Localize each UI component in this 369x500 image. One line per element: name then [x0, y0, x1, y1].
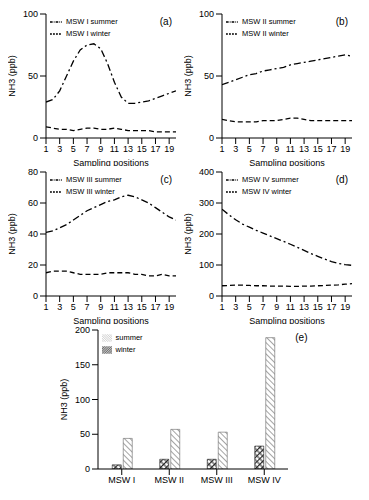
svg-text:40: 40	[28, 229, 38, 239]
svg-text:150: 150	[74, 360, 89, 370]
svg-text:11: 11	[286, 302, 295, 312]
svg-text:11: 11	[110, 144, 119, 154]
html-text:summer: summer	[115, 333, 143, 342]
svg-text:7: 7	[261, 302, 266, 312]
html-text:(e): (e)	[295, 332, 308, 343]
svg-text:1: 1	[219, 144, 224, 154]
svg-text:5: 5	[247, 302, 252, 312]
svg-text:1: 1	[43, 302, 48, 312]
svg-text:5: 5	[71, 302, 76, 312]
html-text:MSW III summer: MSW III summer	[66, 175, 122, 184]
html-text:MSW II winter: MSW II winter	[242, 29, 289, 38]
svg-text:100: 100	[74, 395, 89, 405]
svg-text:MSW IV: MSW IV	[247, 475, 280, 485]
svg-text:15: 15	[313, 144, 323, 154]
svg-text:5: 5	[71, 144, 76, 154]
svg-text:0: 0	[209, 133, 214, 143]
svg-text:Sampling positions: Sampling positions	[249, 158, 325, 166]
svg-text:200: 200	[199, 229, 214, 239]
svg-text:7: 7	[85, 144, 90, 154]
svg-text:15: 15	[137, 302, 147, 312]
svg-text:300: 300	[199, 198, 214, 208]
html-text:(d): (d)	[335, 174, 348, 185]
svg-text:0: 0	[33, 133, 38, 143]
svg-text:50: 50	[28, 71, 38, 81]
svg-text:13: 13	[123, 302, 133, 312]
html-text:MSW I winter: MSW I winter	[66, 29, 111, 38]
html-text:winter: winter	[115, 345, 136, 354]
svg-text:Sampling positions: Sampling positions	[73, 158, 149, 166]
svg-text:20: 20	[28, 260, 38, 270]
html-text:MSW II summer: MSW II summer	[242, 17, 296, 26]
svg-text:400: 400	[199, 167, 214, 177]
svg-text:NH3 (ppb): NH3 (ppb)	[184, 213, 193, 255]
svg-text:200: 200	[74, 325, 89, 335]
svg-text:17: 17	[150, 144, 160, 154]
svg-text:50: 50	[79, 429, 89, 439]
html-text:(a): (a)	[159, 16, 172, 27]
svg-text:13: 13	[299, 302, 309, 312]
svg-text:15: 15	[137, 144, 147, 154]
svg-text:100: 100	[23, 9, 38, 19]
svg-text:NH3 (ppb): NH3 (ppb)	[8, 55, 17, 97]
svg-text:MSW III: MSW III	[200, 475, 232, 485]
svg-text:9: 9	[274, 302, 279, 312]
svg-text:Sampling positions: Sampling positions	[249, 316, 325, 324]
svg-text:1: 1	[43, 144, 48, 154]
svg-text:3: 3	[233, 144, 238, 154]
svg-text:100: 100	[199, 9, 214, 19]
svg-text:100: 100	[199, 260, 214, 270]
svg-text:13: 13	[299, 144, 309, 154]
svg-text:50: 50	[204, 71, 214, 81]
svg-text:7: 7	[85, 302, 90, 312]
svg-text:17: 17	[326, 144, 336, 154]
svg-text:11: 11	[286, 144, 295, 154]
svg-text:MSW I: MSW I	[108, 475, 135, 485]
html-text:MSW IV winter: MSW IV winter	[242, 187, 292, 196]
svg-text:19: 19	[340, 302, 350, 312]
svg-text:19: 19	[340, 144, 350, 154]
svg-text:80: 80	[28, 167, 38, 177]
svg-text:NH3 (ppb): NH3 (ppb)	[184, 55, 193, 97]
html-text:MSW III winter: MSW III winter	[66, 187, 115, 196]
svg-text:17: 17	[150, 302, 160, 312]
svg-text:11: 11	[110, 302, 119, 312]
html-text:MSW IV summer: MSW IV summer	[242, 175, 299, 184]
svg-text:13: 13	[123, 144, 133, 154]
svg-text:NH3 (ppb): NH3 (ppb)	[60, 379, 69, 421]
svg-text:19: 19	[164, 144, 174, 154]
svg-text:3: 3	[233, 302, 238, 312]
svg-text:9: 9	[274, 144, 279, 154]
svg-text:3: 3	[57, 302, 62, 312]
svg-text:7: 7	[261, 144, 266, 154]
svg-text:3: 3	[57, 144, 62, 154]
svg-text:0: 0	[209, 291, 214, 301]
svg-text:9: 9	[98, 302, 103, 312]
svg-text:1: 1	[219, 302, 224, 312]
html-text:(b): (b)	[335, 16, 348, 27]
svg-text:Sampling positions: Sampling positions	[73, 316, 149, 324]
svg-text:NH3 (ppb): NH3 (ppb)	[8, 213, 17, 255]
svg-text:0: 0	[33, 291, 38, 301]
svg-text:MSW II: MSW II	[154, 475, 184, 485]
html-text:(c): (c)	[160, 174, 172, 185]
svg-text:9: 9	[98, 144, 103, 154]
html-text:MSW I summer: MSW I summer	[66, 17, 118, 26]
svg-text:19: 19	[164, 302, 174, 312]
svg-text:15: 15	[313, 302, 323, 312]
svg-text:17: 17	[326, 302, 336, 312]
svg-text:5: 5	[247, 144, 252, 154]
svg-text:60: 60	[28, 198, 38, 208]
svg-text:0: 0	[84, 464, 89, 474]
